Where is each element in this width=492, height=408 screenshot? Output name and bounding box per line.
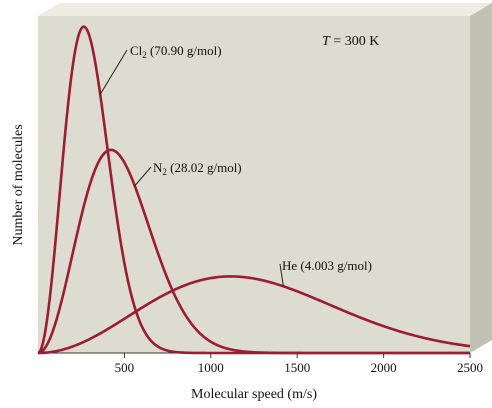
panel-top-face <box>38 3 492 16</box>
leader-he <box>279 263 284 287</box>
series-line-he <box>37 275 471 355</box>
series-label-n2: N2 (28.02 g/mol) <box>153 160 242 177</box>
x-tick-label-2000: 2000 <box>371 360 397 375</box>
y-axis-label: Number of molecules <box>11 124 26 245</box>
x-axis-label: Molecular speed (m/s) <box>191 387 317 402</box>
series-label-cl2: Cl2 (70.90 g/mol) <box>130 43 222 60</box>
x-tick-label-500: 500 <box>115 360 135 375</box>
temperature-annotation: T = 300 K <box>322 34 379 49</box>
x-tick-label-2500: 2500 <box>457 360 483 375</box>
curves-group <box>37 25 471 355</box>
leader-cl2 <box>99 49 128 95</box>
leader-n2 <box>134 166 152 187</box>
label-leaders <box>99 49 284 287</box>
series-line-n2 <box>37 148 471 355</box>
panel-side-face <box>470 3 492 353</box>
series-label-he: He (4.003 g/mol) <box>282 258 372 273</box>
x-tick-label-1500: 1500 <box>284 360 310 375</box>
x-ticks: 500 1000 1500 2000 2500 <box>115 353 483 375</box>
plot-panel <box>38 16 470 353</box>
x-tick-label-1000: 1000 <box>198 360 224 375</box>
